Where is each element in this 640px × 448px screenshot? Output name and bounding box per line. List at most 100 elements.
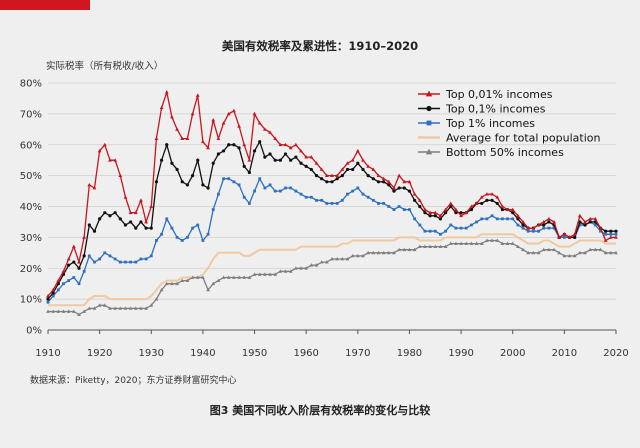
data-point <box>397 173 402 178</box>
series-top-0-01-incomes <box>46 89 618 298</box>
data-point <box>227 143 231 147</box>
data-point <box>335 256 340 261</box>
data-point <box>217 192 220 196</box>
data-point <box>139 257 143 261</box>
data-point <box>46 297 50 301</box>
data-point <box>185 183 190 187</box>
data-point <box>562 235 566 239</box>
y-tick-label: 50% <box>20 171 42 182</box>
data-point <box>278 158 282 162</box>
data-point <box>428 244 433 249</box>
data-point <box>495 195 500 199</box>
data-point <box>381 250 386 255</box>
y-tick-label: 80% <box>20 79 42 90</box>
data-point <box>201 239 205 242</box>
data-point <box>180 180 184 184</box>
data-point <box>124 260 127 264</box>
data-point <box>247 158 252 162</box>
data-point <box>216 152 220 156</box>
data-point <box>262 272 267 276</box>
data-point <box>113 211 117 215</box>
data-point <box>454 241 458 245</box>
legend-label: Top 0,1% incomes <box>445 103 546 116</box>
data-point <box>185 136 190 140</box>
data-point <box>273 158 277 162</box>
data-point <box>154 136 159 140</box>
data-point <box>258 140 262 144</box>
data-point <box>293 266 298 270</box>
data-point <box>231 275 236 279</box>
data-point <box>149 303 154 307</box>
data-point <box>335 173 340 178</box>
data-point <box>309 167 313 172</box>
data-point <box>325 180 329 184</box>
data-point <box>407 179 412 184</box>
data-point <box>573 235 577 239</box>
legend-label: Top 1% incomes <box>445 117 535 130</box>
data-point <box>588 216 593 221</box>
data-point <box>454 211 458 215</box>
data-point <box>604 232 608 236</box>
data-point <box>542 223 546 227</box>
data-point <box>366 164 371 168</box>
data-point <box>588 220 592 224</box>
data-point <box>149 204 154 208</box>
data-point <box>56 278 61 282</box>
data-point <box>283 142 288 147</box>
data-point <box>386 179 391 184</box>
data-point <box>216 278 221 282</box>
legend-label: Average for total population <box>446 132 601 145</box>
data-point <box>500 207 504 212</box>
y-tick-label: 40% <box>20 202 42 213</box>
source-note: 数据来源：Piketty，2020；东方证券财富研究中心 <box>30 376 237 386</box>
data-point <box>387 205 391 208</box>
data-point <box>557 250 562 255</box>
data-point <box>221 275 226 279</box>
data-point <box>299 161 303 165</box>
data-point <box>418 204 422 209</box>
data-point <box>320 177 324 181</box>
data-point <box>56 288 60 292</box>
data-point <box>82 269 86 273</box>
data-point <box>201 275 205 279</box>
data-point <box>98 257 102 261</box>
data-point <box>355 253 360 258</box>
data-point <box>314 174 319 178</box>
data-point <box>103 251 107 255</box>
data-point <box>438 213 443 218</box>
data-point <box>511 217 515 221</box>
data-point <box>242 142 247 147</box>
series-top-1-incomes <box>46 177 618 304</box>
data-point <box>593 247 598 252</box>
data-point <box>526 229 530 233</box>
data-point <box>614 229 618 233</box>
data-point <box>118 173 123 178</box>
data-point <box>216 136 221 140</box>
data-point <box>165 143 169 147</box>
x-tick-label: 1990 <box>448 348 473 359</box>
data-point <box>366 174 370 178</box>
data-point <box>319 167 324 171</box>
data-point <box>268 152 272 156</box>
data-point <box>66 256 71 261</box>
data-point <box>164 90 169 94</box>
data-point <box>350 158 355 162</box>
data-point <box>521 219 525 224</box>
series-line <box>48 233 616 307</box>
x-tick-label: 2000 <box>500 348 525 359</box>
data-point <box>278 269 283 273</box>
figure-caption: 图3 美国不同收入阶层有效税率的变化与比较 <box>209 404 431 417</box>
y-axis-label: 实际税率（所有税收/收入） <box>46 61 164 72</box>
x-tick-label: 1980 <box>397 348 422 359</box>
data-point <box>407 189 412 193</box>
data-point <box>159 287 164 292</box>
data-point <box>485 238 489 242</box>
data-point <box>170 281 174 286</box>
data-point <box>438 244 443 249</box>
data-point <box>604 229 608 233</box>
data-point <box>67 279 71 282</box>
data-point <box>340 174 344 178</box>
data-point <box>423 244 427 249</box>
x-tick-label: 2020 <box>603 348 628 359</box>
series-bottom-50-incomes <box>46 238 618 316</box>
